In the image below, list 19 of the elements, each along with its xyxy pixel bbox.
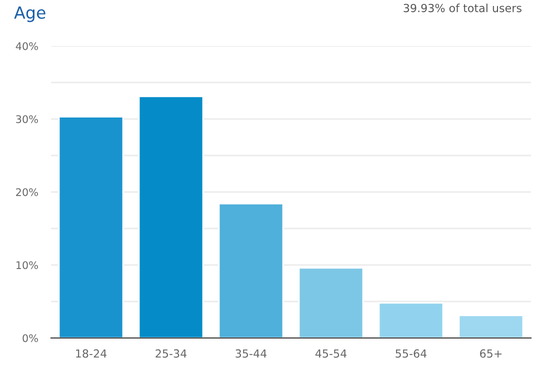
y-tick-label: 10% [16, 261, 38, 270]
x-tick-label: 45-54 [315, 349, 347, 358]
y-tick-label: 0% [22, 334, 38, 342]
bar [458, 314, 524, 338]
x-tick-label: 25-34 [156, 349, 187, 358]
x-tick-label: 65+ [480, 349, 502, 358]
bar [378, 302, 444, 338]
y-tick-label: 20% [16, 188, 38, 196]
bar [298, 267, 364, 338]
x-tick-label: 55-64 [396, 349, 427, 358]
bar [58, 116, 124, 338]
text: 39.93% of total users [404, 4, 522, 12]
chart-title: Age [14, 6, 46, 22]
x-tick-label: 18-24 [76, 349, 107, 358]
x-tick-label: 35-44 [236, 349, 267, 358]
bar [218, 202, 284, 338]
y-tick-label: 40% [16, 42, 38, 50]
y-tick-label: 30% [16, 115, 38, 124]
bar [138, 96, 204, 338]
